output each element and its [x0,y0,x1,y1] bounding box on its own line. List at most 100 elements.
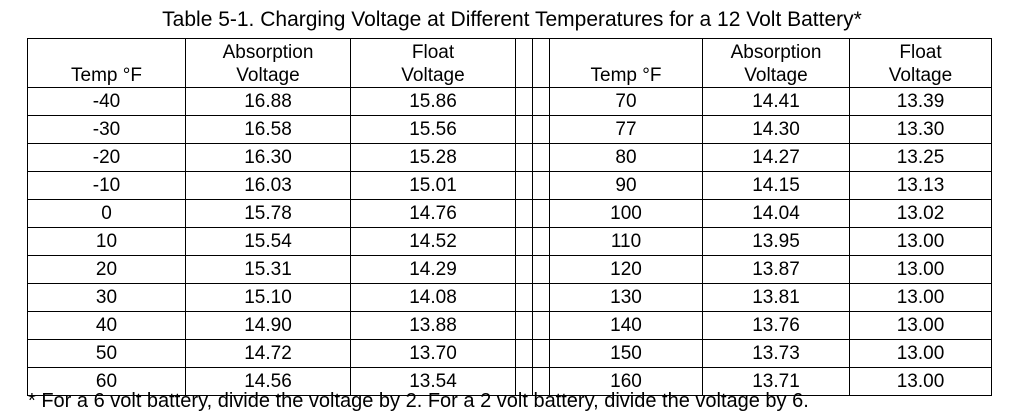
absorption-cell: 15.10 [185,283,351,312]
column-separator [515,227,533,256]
absorption-cell: 13.87 [702,255,850,284]
temp-cell: 40 [27,311,186,340]
header-float-left: Float Voltage [350,38,516,88]
column-separator [515,143,533,172]
absorption-cell: 15.54 [185,227,351,256]
table-row: 50 14.72 13.70 150 13.73 13.00 [27,339,992,368]
temp-cell: 0 [27,199,186,228]
temp-cell: 50 [27,339,186,368]
table-row: 10 15.54 14.52 110 13.95 13.00 [27,227,992,256]
temp-cell: -30 [27,115,186,144]
float-cell: 15.01 [350,171,516,200]
charging-voltage-table: Temp °F Absorption Voltage Float Voltage T… [27,38,992,396]
temp-cell: 10 [27,227,186,256]
table-row: -30 16.58 15.56 77 14.30 13.30 [27,115,992,144]
float-cell: 14.29 [350,255,516,284]
column-separator [532,87,550,116]
absorption-cell: 16.30 [185,143,351,172]
column-separator [532,171,550,200]
temp-cell: -20 [27,143,186,172]
float-cell: 13.00 [849,339,992,368]
header-row: Temp °F Absorption Voltage Float Voltage T… [27,38,992,88]
table-row: -40 16.88 15.86 70 14.41 13.39 [27,87,992,116]
absorption-cell: 14.72 [185,339,351,368]
float-cell: 14.52 [350,227,516,256]
float-cell: 13.30 [849,115,992,144]
float-cell: 15.28 [350,143,516,172]
float-cell: 14.76 [350,199,516,228]
header-absorption-left: Absorption Voltage [185,38,351,88]
table-title: Table 5-1. Charging Voltage at Different… [162,8,862,31]
column-separator [532,311,550,340]
absorption-cell: 16.03 [185,171,351,200]
column-separator [532,115,550,144]
absorption-cell: 16.58 [185,115,351,144]
float-cell: 13.00 [849,255,992,284]
temp-cell: 30 [27,283,186,312]
table-row: 40 14.90 13.88 140 13.76 13.00 [27,311,992,340]
float-cell: 13.00 [849,367,992,396]
column-separator [515,311,533,340]
column-separator [532,367,550,396]
absorption-cell: 14.90 [185,311,351,340]
column-separator [532,227,550,256]
absorption-cell: 13.76 [702,311,850,340]
temp-cell: 60 [27,367,186,396]
absorption-cell: 14.27 [702,143,850,172]
table-row: -10 16.03 15.01 90 14.15 13.13 [27,171,992,200]
absorption-cell: 15.78 [185,199,351,228]
float-cell: 15.56 [350,115,516,144]
temp-cell: -10 [27,171,186,200]
column-separator [515,255,533,284]
column-separator [515,38,533,88]
column-separator [515,339,533,368]
temp-cell: 130 [549,283,703,312]
float-cell: 13.88 [350,311,516,340]
column-separator [532,339,550,368]
column-separator [532,143,550,172]
header-float-right: Float Voltage [849,38,992,88]
table-body: Temp °F Absorption Voltage Float Voltage T… [27,38,992,396]
table-row: 20 15.31 14.29 120 13.87 13.00 [27,255,992,284]
float-cell: 13.39 [849,87,992,116]
table-row: 0 15.78 14.76 100 14.04 13.02 [27,199,992,228]
column-separator [532,38,550,88]
float-cell: 14.08 [350,283,516,312]
absorption-cell: 14.04 [702,199,850,228]
temp-cell: 110 [549,227,703,256]
temp-cell: 100 [549,199,703,228]
temp-cell: 20 [27,255,186,284]
float-cell: 13.70 [350,339,516,368]
temp-cell: 77 [549,115,703,144]
float-cell: 15.86 [350,87,516,116]
absorption-cell: 13.73 [702,339,850,368]
temp-cell: 150 [549,339,703,368]
temp-cell: 160 [549,367,703,396]
column-separator [515,199,533,228]
absorption-cell: 14.15 [702,171,850,200]
temp-cell: -40 [27,87,186,116]
footnote: * For a 6 volt battery, divide the volta… [28,390,809,412]
table-row: 60 14.56 13.54 160 13.71 13.00 [27,367,992,396]
column-separator [515,87,533,116]
column-separator [532,255,550,284]
column-separator [532,199,550,228]
float-cell: 13.13 [849,171,992,200]
temp-cell: 120 [549,255,703,284]
float-cell: 13.00 [849,311,992,340]
temp-cell: 140 [549,311,703,340]
temp-cell: 90 [549,171,703,200]
absorption-cell: 14.41 [702,87,850,116]
absorption-cell: 13.71 [702,367,850,396]
temp-cell: 70 [549,87,703,116]
absorption-cell: 14.56 [185,367,351,396]
absorption-cell: 14.30 [702,115,850,144]
absorption-cell: 15.31 [185,255,351,284]
column-separator [532,283,550,312]
header-absorption-right: Absorption Voltage [702,38,850,88]
header-temp-left: Temp °F [27,38,186,88]
float-cell: 13.00 [849,227,992,256]
temp-cell: 80 [549,143,703,172]
float-cell: 13.00 [849,283,992,312]
float-cell: 13.02 [849,199,992,228]
